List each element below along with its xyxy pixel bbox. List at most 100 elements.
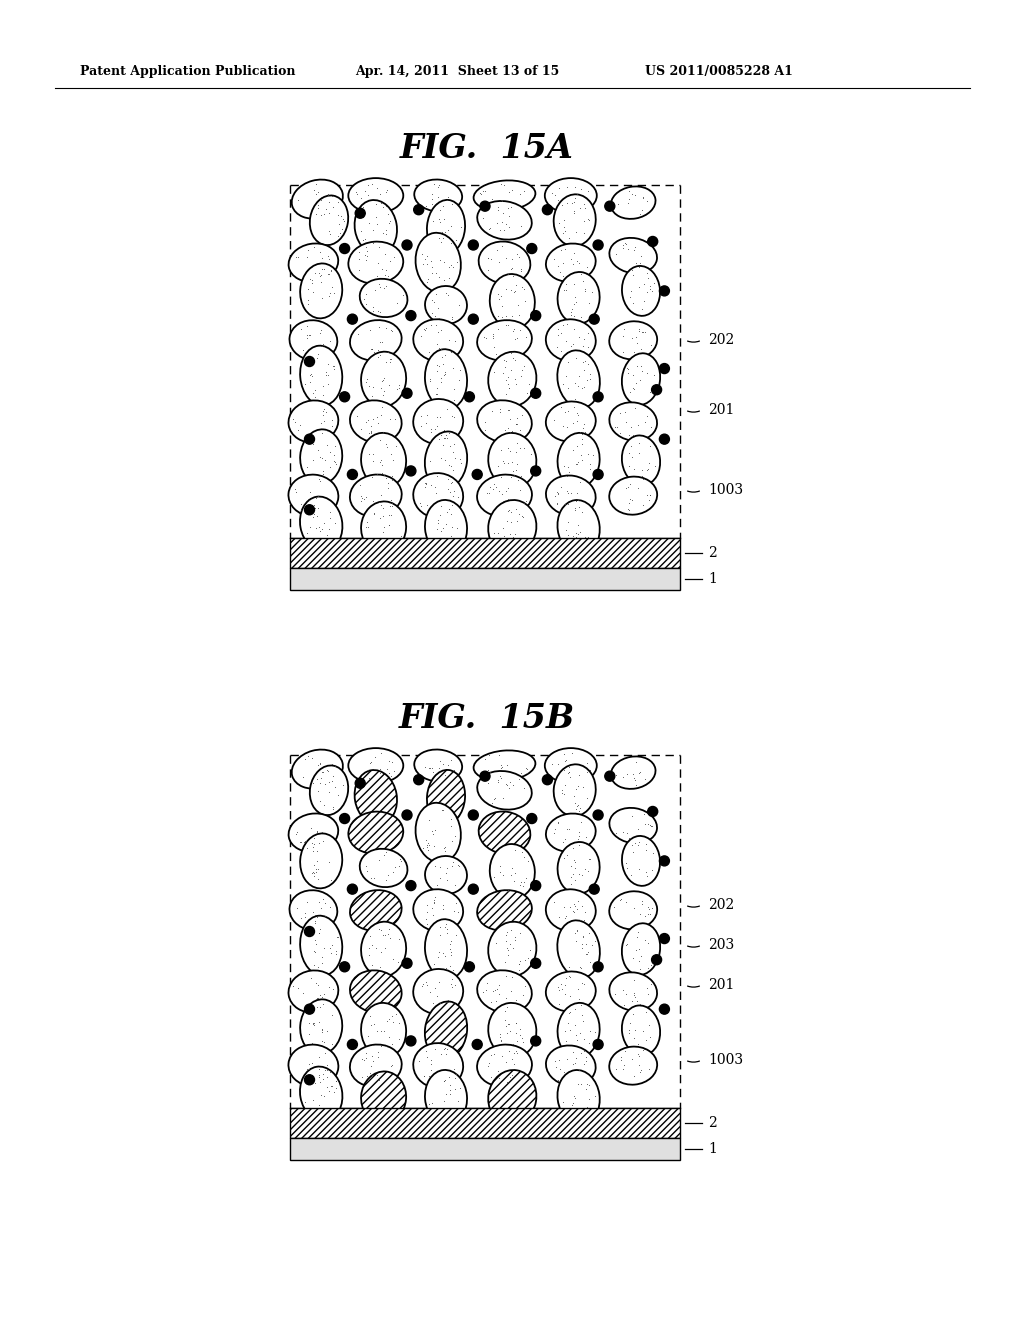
Ellipse shape (477, 321, 531, 360)
Circle shape (651, 954, 662, 965)
Circle shape (468, 810, 478, 820)
Circle shape (406, 880, 416, 891)
Circle shape (543, 775, 552, 784)
Circle shape (589, 884, 599, 894)
Ellipse shape (361, 1003, 407, 1057)
Circle shape (406, 310, 416, 321)
Ellipse shape (350, 474, 401, 516)
Circle shape (355, 779, 366, 788)
Ellipse shape (354, 201, 397, 255)
Ellipse shape (289, 813, 338, 851)
Ellipse shape (415, 750, 462, 781)
Ellipse shape (300, 264, 342, 318)
Ellipse shape (477, 400, 531, 442)
Ellipse shape (290, 321, 337, 360)
Ellipse shape (361, 1072, 407, 1123)
Ellipse shape (622, 265, 660, 315)
Ellipse shape (477, 771, 531, 809)
Ellipse shape (425, 432, 467, 490)
Ellipse shape (292, 180, 343, 219)
Ellipse shape (609, 808, 657, 843)
Ellipse shape (489, 843, 535, 899)
Ellipse shape (546, 890, 596, 932)
Circle shape (530, 880, 541, 891)
Text: 203: 203 (708, 939, 734, 952)
Ellipse shape (477, 201, 531, 240)
Ellipse shape (609, 403, 657, 441)
Circle shape (593, 962, 603, 972)
Ellipse shape (609, 891, 657, 929)
Ellipse shape (361, 351, 407, 407)
Ellipse shape (289, 243, 338, 282)
Circle shape (465, 392, 474, 401)
Ellipse shape (361, 502, 407, 553)
Circle shape (402, 958, 412, 969)
Circle shape (659, 933, 670, 944)
Ellipse shape (359, 279, 408, 317)
Ellipse shape (310, 195, 348, 246)
Ellipse shape (425, 350, 467, 409)
Ellipse shape (545, 748, 597, 783)
Bar (290, 1107, 680, 1138)
Ellipse shape (350, 890, 401, 931)
Ellipse shape (300, 496, 342, 552)
Text: 1003: 1003 (708, 483, 743, 498)
Ellipse shape (414, 969, 463, 1014)
Circle shape (406, 1036, 416, 1045)
Ellipse shape (546, 243, 596, 281)
Circle shape (340, 962, 349, 972)
Circle shape (480, 771, 490, 781)
Ellipse shape (425, 855, 467, 894)
Circle shape (472, 470, 482, 479)
Text: 1003: 1003 (708, 1053, 743, 1067)
Ellipse shape (289, 970, 338, 1012)
Ellipse shape (554, 764, 596, 816)
Ellipse shape (289, 475, 338, 516)
Circle shape (414, 775, 424, 784)
Circle shape (340, 813, 349, 824)
Circle shape (530, 958, 541, 969)
Circle shape (304, 1005, 314, 1014)
Circle shape (593, 392, 603, 401)
Ellipse shape (622, 1006, 660, 1055)
Ellipse shape (348, 812, 403, 854)
Ellipse shape (425, 919, 467, 979)
Ellipse shape (425, 286, 467, 323)
Bar (290, 755, 680, 1107)
Ellipse shape (414, 399, 463, 444)
Ellipse shape (478, 812, 530, 854)
Ellipse shape (425, 500, 467, 554)
Ellipse shape (473, 750, 536, 780)
Circle shape (648, 236, 657, 247)
Ellipse shape (477, 890, 531, 931)
Ellipse shape (622, 836, 660, 886)
Circle shape (659, 286, 670, 296)
Ellipse shape (361, 921, 407, 977)
Ellipse shape (300, 999, 342, 1055)
Circle shape (593, 810, 603, 820)
Ellipse shape (425, 1071, 467, 1125)
Circle shape (530, 1036, 541, 1045)
Ellipse shape (554, 194, 596, 247)
Ellipse shape (310, 766, 348, 816)
Circle shape (480, 201, 490, 211)
Ellipse shape (488, 351, 537, 407)
Circle shape (468, 884, 478, 894)
Circle shape (589, 314, 599, 325)
Ellipse shape (609, 321, 657, 359)
Circle shape (593, 240, 603, 249)
Text: 201: 201 (708, 403, 734, 417)
Ellipse shape (622, 354, 660, 405)
Ellipse shape (427, 770, 465, 825)
Ellipse shape (546, 319, 596, 362)
Ellipse shape (611, 186, 655, 219)
Ellipse shape (414, 319, 463, 362)
Ellipse shape (557, 350, 600, 408)
Ellipse shape (290, 890, 337, 931)
Ellipse shape (546, 972, 596, 1011)
Circle shape (530, 466, 541, 477)
Ellipse shape (557, 500, 600, 554)
Ellipse shape (354, 770, 397, 825)
Ellipse shape (545, 178, 597, 213)
Ellipse shape (415, 180, 462, 211)
